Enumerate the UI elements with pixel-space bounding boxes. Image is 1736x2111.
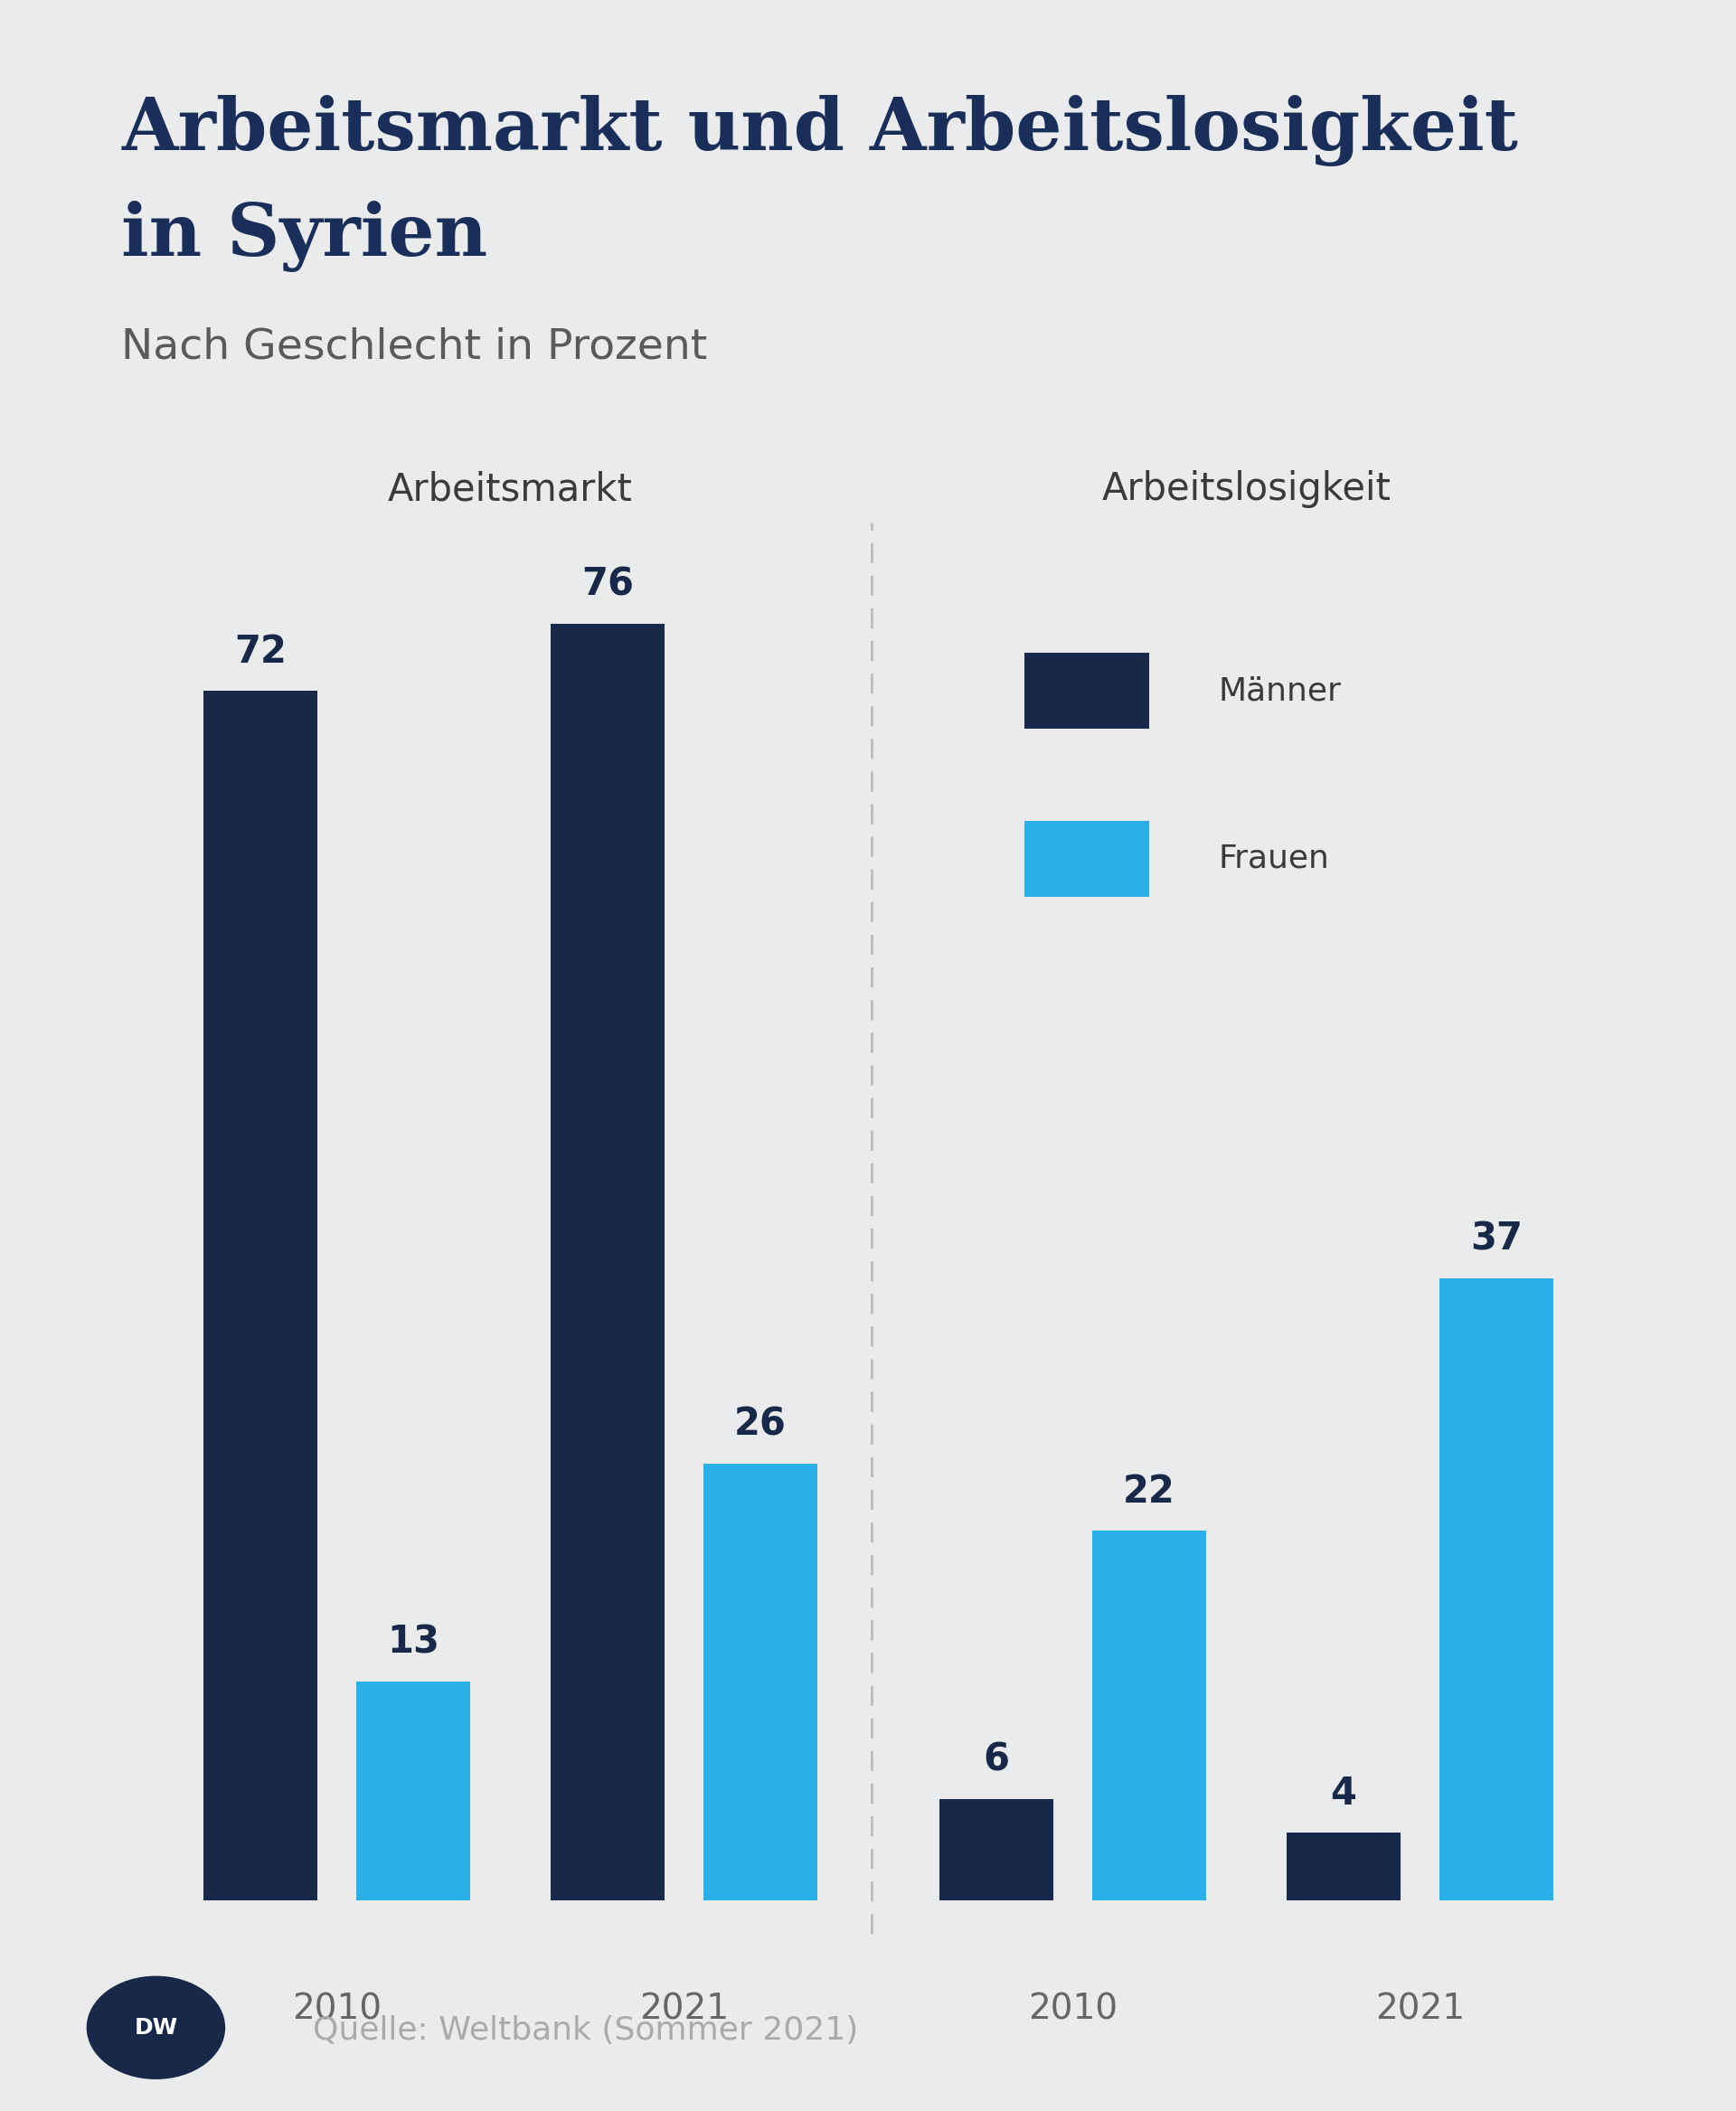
Text: Arbeitslosigkeit: Arbeitslosigkeit [1102,471,1391,509]
Text: DW: DW [134,2016,177,2039]
Bar [550,623,665,1900]
Text: 72: 72 [234,633,286,671]
Bar [1286,1832,1401,1900]
Text: Frauen: Frauen [1219,844,1330,874]
Bar [1024,652,1149,728]
Bar [203,690,318,1900]
Bar [1092,1530,1207,1900]
Text: 76: 76 [582,566,634,604]
Bar [356,1682,470,1900]
Bar [703,1463,818,1900]
Bar [1024,821,1149,897]
Bar [939,1799,1054,1900]
Bar [1439,1279,1554,1900]
Text: 37: 37 [1470,1220,1522,1258]
Text: Nach Geschlecht in Prozent: Nach Geschlecht in Prozent [122,327,708,367]
Text: 2010: 2010 [292,1993,382,2027]
Text: 4: 4 [1330,1775,1358,1813]
Text: 22: 22 [1123,1471,1175,1509]
Circle shape [87,1976,224,2079]
Text: in Syrien: in Syrien [122,201,488,272]
Text: Arbeitsmarkt und Arbeitslosigkeit: Arbeitsmarkt und Arbeitslosigkeit [122,95,1519,167]
Text: 13: 13 [387,1623,439,1661]
Text: 2021: 2021 [639,1993,729,2027]
Text: 2010: 2010 [1028,1993,1118,2027]
Text: Quelle: Weltbank (Sommer 2021): Quelle: Weltbank (Sommer 2021) [312,2016,858,2046]
Text: 26: 26 [734,1406,786,1444]
Text: 6: 6 [983,1742,1010,1780]
Text: Arbeitsmarkt: Arbeitsmarkt [387,471,634,509]
Text: 2021: 2021 [1375,1993,1465,2027]
Text: Männer: Männer [1219,676,1342,707]
